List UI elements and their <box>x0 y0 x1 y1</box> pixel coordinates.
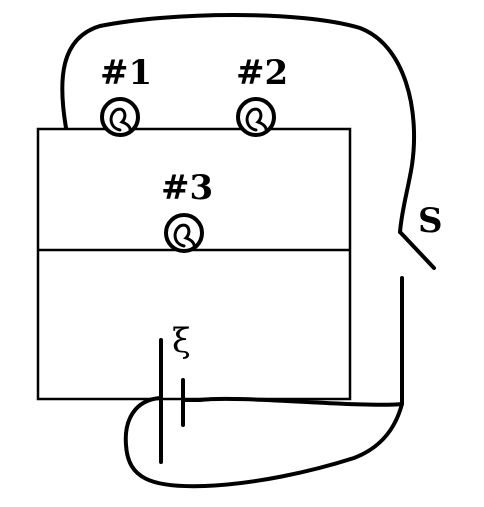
bulb-1-icon[interactable] <box>100 97 140 137</box>
switch-label: S <box>418 201 443 241</box>
bulb-1-label: #1 <box>100 53 152 93</box>
switch-blade[interactable] <box>398 230 436 270</box>
switch-return-wire <box>184 276 404 407</box>
bulb-2-icon[interactable] <box>236 97 276 137</box>
bulb-3-label: #3 <box>161 168 213 208</box>
outer-loop-wire <box>60 13 416 234</box>
bulb-3-icon[interactable] <box>164 213 204 253</box>
bottom-loop-wire <box>123 396 404 489</box>
bulb-2-label: #2 <box>236 53 288 93</box>
emf-label: ξ <box>172 321 191 361</box>
